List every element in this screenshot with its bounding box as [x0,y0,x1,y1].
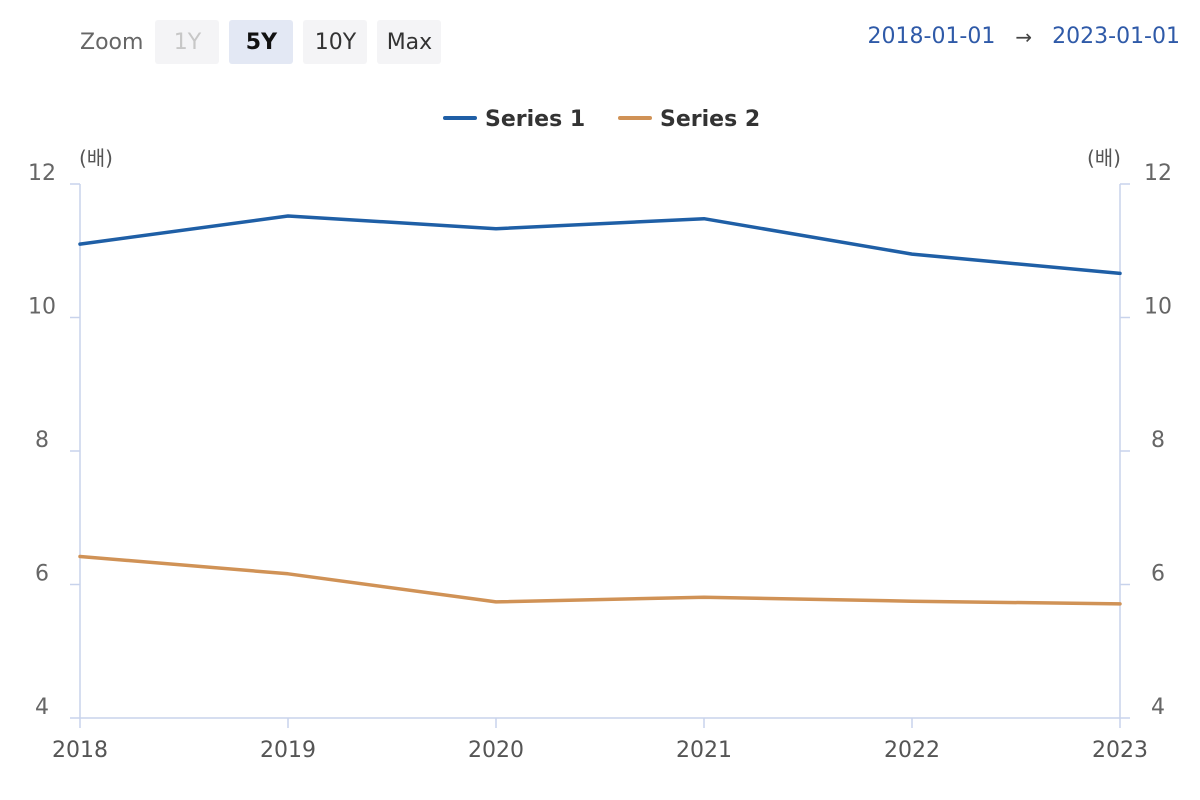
y-unit-left: (배) [79,146,113,170]
x-tick-label: 2021 [676,738,732,763]
x-tick-label: 2023 [1092,738,1148,763]
y-tick-label-left: 6 [35,562,49,587]
y-tick-label-left: 8 [35,428,49,453]
legend-label-2: Series 2 [660,107,760,132]
range-arrow: → [1015,24,1033,49]
y-tick-label-right: 4 [1151,695,1165,720]
y-tick-label-right: 12 [1144,161,1172,186]
zoom-10y-button[interactable]: 10Y [303,20,368,64]
range-start-date[interactable]: 2018-01-01 [867,24,996,49]
y-unit-right: (배) [1087,146,1121,170]
date-range: 2018-01-01 → 2023-01-01 [868,24,1180,49]
x-tick-label: 2019 [260,738,316,763]
y-tick-label-left: 10 [28,295,56,320]
series-line-2 [78,554,1122,606]
x-tick-label: 2020 [468,738,524,763]
y-tick-label-right: 10 [1144,295,1172,320]
zoom-max-button[interactable]: Max [377,20,442,64]
zoom-toolbar: Zoom 1Y 5Y 10Y Max [80,20,451,64]
series-line-1 [78,214,1122,276]
x-tick-label: 2022 [884,738,940,763]
y-tick-label-left: 4 [35,695,49,720]
legend-label-1: Series 1 [485,107,585,132]
zoom-5y-button[interactable]: 5Y [229,20,294,64]
y-tick-label-right: 8 [1151,428,1165,453]
x-tick-label: 2018 [52,738,108,763]
y-tick-label-left: 12 [28,161,56,186]
y-tick-label-right: 6 [1151,562,1165,587]
zoom-label: Zoom [80,29,144,55]
range-end-date[interactable]: 2023-01-01 [1052,24,1180,49]
zoom-1y-button[interactable]: 1Y [155,20,220,64]
